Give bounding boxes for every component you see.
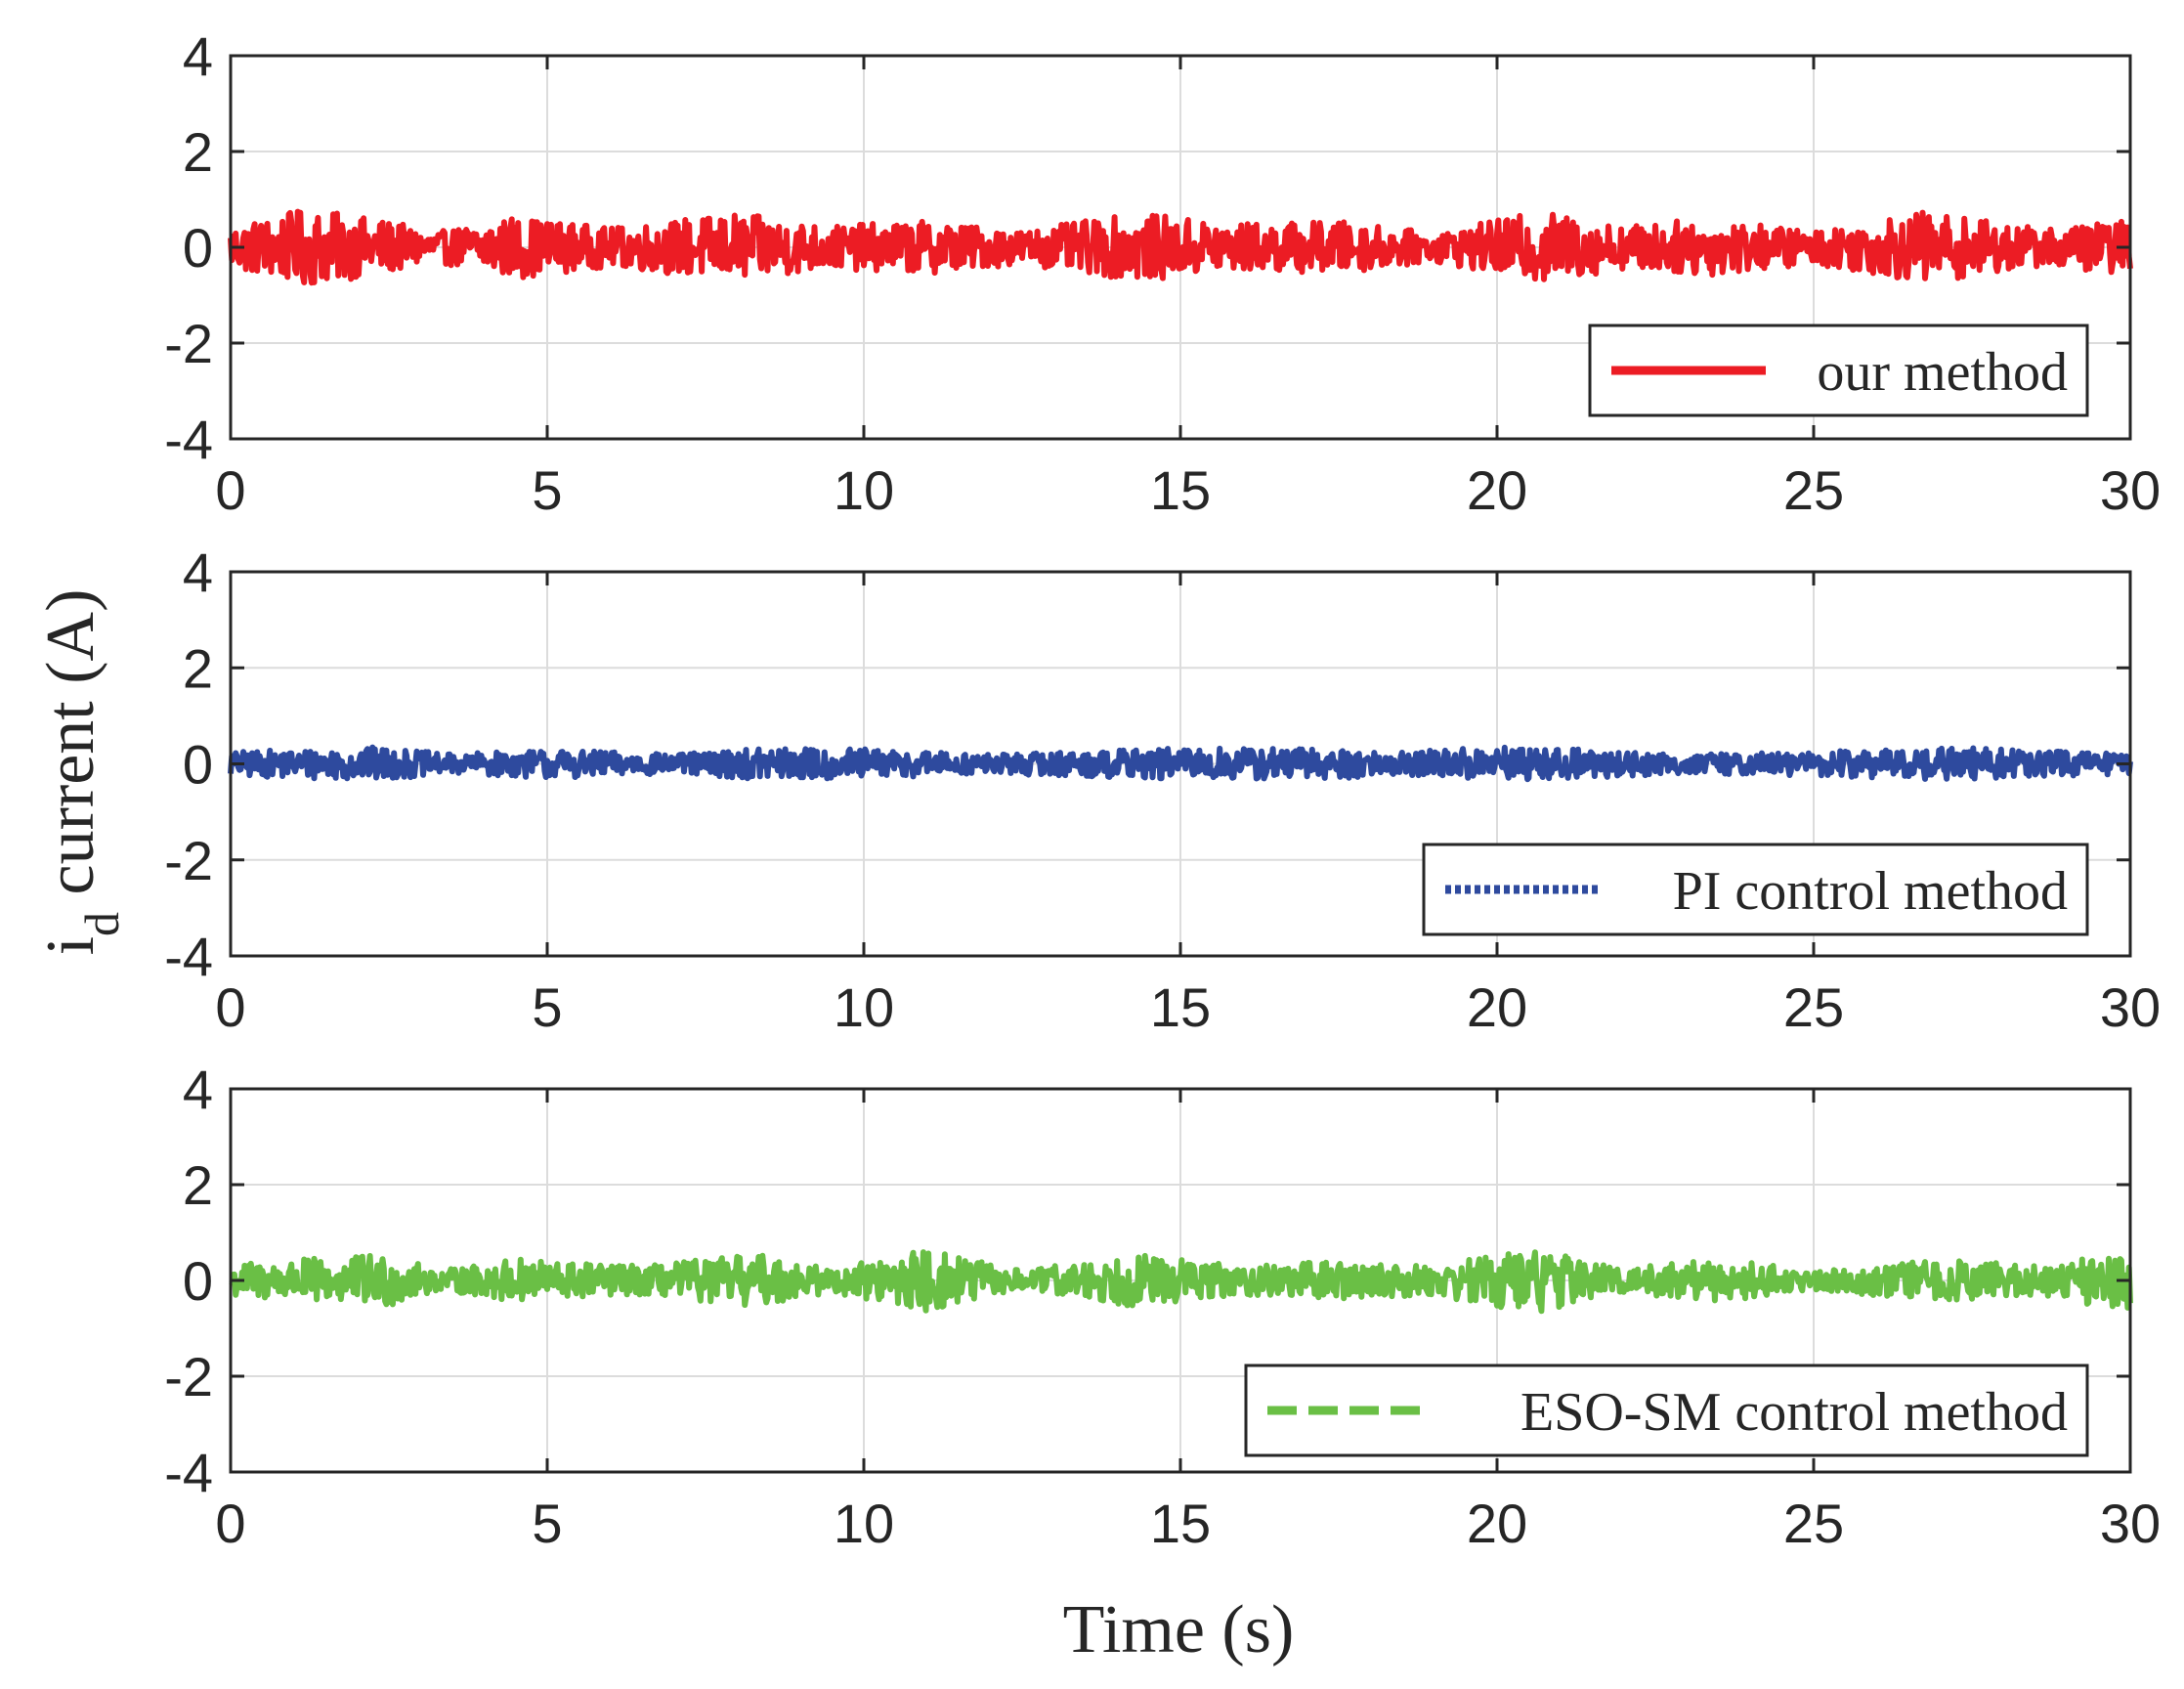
y-axis-label-rest: current (A) (33, 589, 108, 912)
axes-frame (229, 54, 2132, 441)
x-tick-label: 5 (532, 976, 562, 1038)
y-tick-label: -2 (164, 830, 213, 891)
y-axis-label-subscript: d (74, 912, 129, 936)
y-tick-label: 2 (183, 1154, 213, 1216)
x-tick-label: 30 (2100, 976, 2161, 1038)
legend-box (1244, 1364, 2089, 1457)
x-tick-label: 0 (215, 459, 245, 521)
series-line-3 (229, 1249, 2133, 1315)
y-tick-label: 0 (183, 1250, 213, 1312)
x-tick-label: 10 (834, 976, 894, 1038)
y-tick-label: -2 (164, 313, 213, 374)
legend: our method (1588, 324, 2089, 417)
x-tick-label: 20 (1467, 1493, 1527, 1554)
y-tick-label: -2 (164, 1346, 213, 1408)
legend: PI control method (1422, 843, 2089, 936)
y-tick-label: 4 (183, 1059, 213, 1120)
x-tick-label: 15 (1150, 1493, 1211, 1554)
x-tick-label: 10 (834, 459, 894, 521)
axes-frame (229, 570, 2132, 958)
y-tick-label: 0 (183, 217, 213, 279)
x-tick-label: 25 (1783, 459, 1844, 521)
x-tick-label: 30 (2100, 459, 2161, 521)
x-tick-label: 0 (215, 1493, 245, 1554)
y-tick-label: 2 (183, 637, 213, 699)
y-tick-label: 4 (183, 25, 213, 87)
series-line-2 (228, 744, 2133, 783)
x-tick-label: 0 (215, 976, 245, 1038)
x-tick-label: 15 (1150, 976, 1211, 1038)
legend-label: ESO-SM control method (1520, 1382, 2068, 1443)
y-tick-label: 0 (183, 734, 213, 796)
y-tick-label: -4 (164, 1442, 213, 1503)
x-tick-label: 20 (1467, 976, 1527, 1038)
axes-frame (229, 1087, 2132, 1474)
x-tick-label: 25 (1783, 976, 1844, 1038)
x-tick-label: 5 (532, 1493, 562, 1554)
x-tick-label: 15 (1150, 459, 1211, 521)
x-axis-label: Time (s) (1063, 1592, 1295, 1667)
legend: ESO-SM control method (1244, 1364, 2089, 1457)
y-tick-label: -4 (164, 926, 213, 987)
legend-label: our method (1817, 342, 2068, 403)
x-tick-label: 25 (1783, 1493, 1844, 1554)
x-tick-label: 30 (2100, 1493, 2161, 1554)
y-tick-label: 2 (183, 121, 213, 183)
x-tick-label: 5 (532, 459, 562, 521)
y-axis-label-main: i (33, 936, 108, 955)
x-tick-label: 10 (834, 1493, 894, 1554)
y-tick-label: 4 (183, 541, 213, 603)
y-tick-label: -4 (164, 409, 213, 470)
series-line-1 (228, 208, 2133, 286)
x-tick-label: 20 (1467, 459, 1527, 521)
y-axis-label: id current (A) (33, 589, 129, 956)
legend-label: PI control method (1673, 861, 2068, 922)
